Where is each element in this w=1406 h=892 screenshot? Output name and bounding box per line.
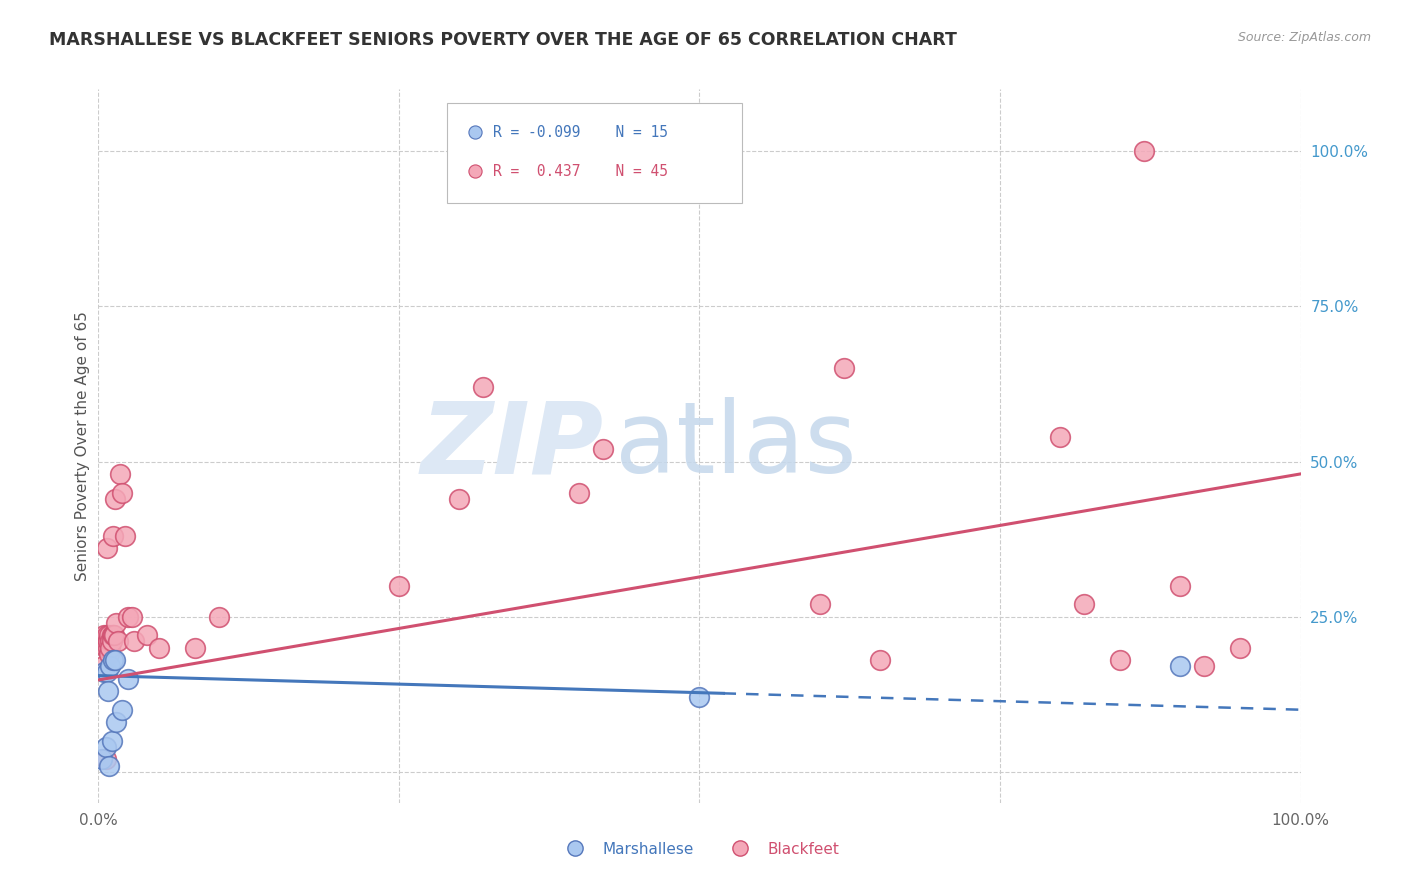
Point <box>208 609 231 624</box>
Point <box>472 380 495 394</box>
Point <box>101 653 124 667</box>
Point <box>91 752 114 766</box>
Point <box>107 634 129 648</box>
Point <box>388 579 411 593</box>
Text: Source: ZipAtlas.com: Source: ZipAtlas.com <box>1237 31 1371 45</box>
Point <box>101 628 124 642</box>
Legend: Marshallese, Blackfeet: Marshallese, Blackfeet <box>554 836 845 863</box>
Point <box>96 541 118 556</box>
Point <box>447 491 470 506</box>
Point <box>97 634 120 648</box>
Y-axis label: Seniors Poverty Over the Age of 65: Seniors Poverty Over the Age of 65 <box>75 311 90 581</box>
Point <box>100 733 122 747</box>
Point <box>103 628 125 642</box>
Point <box>117 609 139 624</box>
Point <box>105 715 128 730</box>
FancyBboxPatch shape <box>447 103 741 203</box>
Point <box>148 640 170 655</box>
Point <box>689 690 711 705</box>
Point <box>100 634 122 648</box>
Point <box>100 640 122 655</box>
Point <box>464 216 486 230</box>
Point <box>98 647 121 661</box>
Point <box>1170 659 1192 673</box>
Point <box>117 672 139 686</box>
Point <box>100 659 122 673</box>
Point <box>114 529 136 543</box>
Point <box>96 665 118 680</box>
Point <box>111 485 134 500</box>
Point <box>94 640 117 655</box>
Point <box>1133 145 1156 159</box>
Point <box>100 634 122 648</box>
Point <box>568 485 591 500</box>
Point <box>98 758 121 772</box>
Point <box>592 442 614 456</box>
Point <box>104 653 127 667</box>
Point <box>94 739 117 754</box>
Point <box>832 361 855 376</box>
Point <box>1109 653 1132 667</box>
Point <box>100 628 122 642</box>
Point <box>121 609 143 624</box>
Point <box>464 181 486 195</box>
Point <box>98 628 121 642</box>
Text: MARSHALLESE VS BLACKFEET SENIORS POVERTY OVER THE AGE OF 65 CORRELATION CHART: MARSHALLESE VS BLACKFEET SENIORS POVERTY… <box>49 31 957 49</box>
Point <box>869 653 891 667</box>
Point <box>91 659 114 673</box>
Text: ZIP: ZIP <box>420 398 603 494</box>
Point <box>108 467 131 481</box>
Point <box>97 640 120 655</box>
Text: atlas: atlas <box>616 398 858 494</box>
Point <box>111 703 134 717</box>
Text: R = -0.099    N = 15: R = -0.099 N = 15 <box>492 125 668 139</box>
Point <box>1229 640 1251 655</box>
Point <box>183 640 205 655</box>
Point <box>96 628 118 642</box>
Point <box>808 597 831 611</box>
Point <box>124 634 146 648</box>
Point <box>105 615 128 630</box>
Point <box>101 529 124 543</box>
Point <box>93 665 115 680</box>
Point <box>97 684 120 698</box>
Text: R =  0.437    N = 45: R = 0.437 N = 45 <box>492 164 668 178</box>
Point <box>1049 430 1071 444</box>
Point <box>93 628 115 642</box>
Point <box>104 491 127 506</box>
Point <box>94 752 117 766</box>
Point <box>1073 597 1095 611</box>
Point <box>1194 659 1216 673</box>
Point <box>135 628 157 642</box>
Point <box>1170 579 1192 593</box>
